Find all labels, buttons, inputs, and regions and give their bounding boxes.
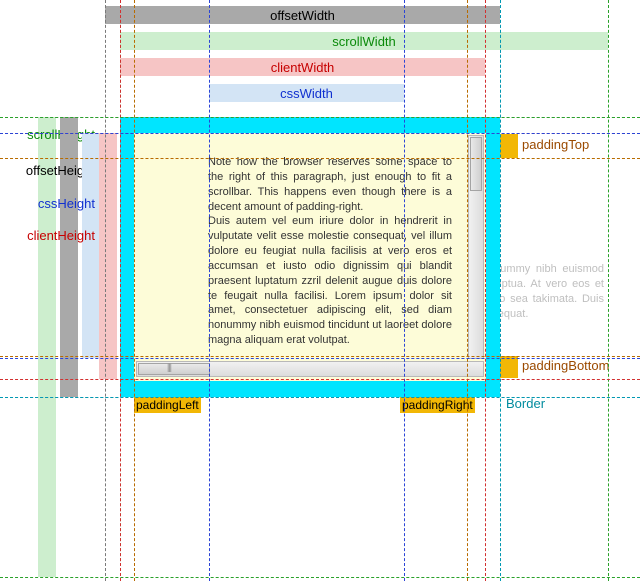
offset-width-label: offsetWidth	[270, 8, 335, 23]
offset-height-bar	[60, 117, 78, 397]
css-width-label: cssWidth	[280, 86, 333, 101]
padding-bottom-marker	[500, 356, 518, 378]
box-model-diagram: Lorem ipsum dolor sit amet, consectetuer…	[0, 0, 640, 581]
scroll-width-label: scrollWidth	[332, 34, 396, 49]
padding-bottom-label: paddingBottom	[522, 358, 609, 373]
vertical-scrollbar[interactable]	[468, 135, 484, 359]
padding-top-marker	[500, 134, 518, 158]
content-area: Note how the browser reserves some space…	[208, 155, 452, 359]
css-width-bar: cssWidth	[209, 84, 404, 102]
offset-height-label: offsetHeight	[0, 163, 95, 178]
guide-vertical	[608, 0, 609, 581]
scroll-height-label: scrollHeight	[0, 127, 95, 142]
padding-right-marker: paddingRight	[400, 397, 475, 413]
border-label: Border	[506, 396, 545, 411]
padding-left-marker: paddingLeft	[134, 397, 201, 413]
offset-width-bar: offsetWidth	[105, 6, 500, 24]
scroll-height-bar	[38, 117, 56, 577]
content-note: Note how the browser reserves some space…	[208, 156, 452, 213]
client-height-bar	[99, 133, 117, 379]
padding-box: Note how the browser reserves some space…	[134, 133, 486, 381]
border-box: Note how the browser reserves some space…	[120, 117, 500, 397]
horizontal-scrollbar[interactable]	[136, 361, 484, 377]
css-height-bar	[82, 133, 100, 358]
client-width-bar: clientWidth	[120, 58, 485, 76]
css-height-label: cssHeight	[0, 196, 95, 211]
client-height-label: clientHeight	[0, 228, 95, 243]
guide-horizontal	[0, 577, 640, 578]
padding-top-label: paddingTop	[522, 137, 589, 152]
client-width-label: clientWidth	[271, 60, 335, 75]
scroll-width-bar: scrollWidth	[120, 32, 608, 50]
content-lorem: Duis autem vel eum iriure dolor in hendr…	[208, 215, 452, 346]
